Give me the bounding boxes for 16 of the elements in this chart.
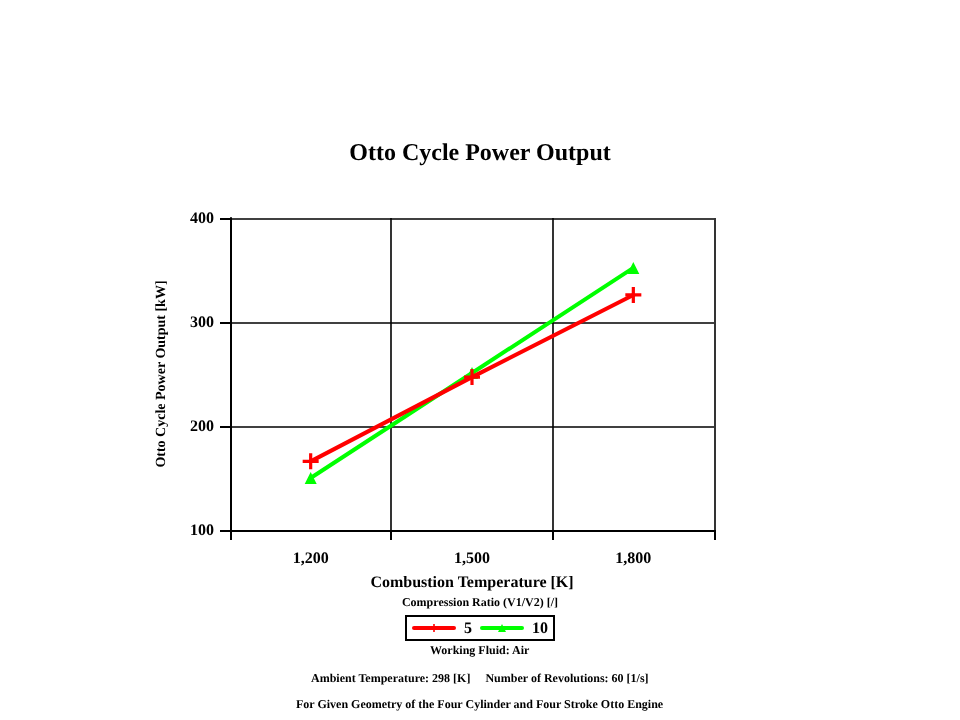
x-tick-label: 1,800 xyxy=(615,549,652,567)
y-tick-label: 100 xyxy=(190,521,214,539)
x-axis-title: Combustion Temperature [K] xyxy=(370,573,575,591)
legend-label: 5 xyxy=(464,619,472,637)
point xyxy=(464,369,480,386)
point xyxy=(627,261,640,274)
y-tick-label: 200 xyxy=(190,417,214,435)
point xyxy=(625,286,642,303)
y-tick-label: 400 xyxy=(190,209,214,227)
chart-title: Otto Cycle Power Output xyxy=(349,138,611,166)
point xyxy=(304,472,317,484)
legend-label: 10 xyxy=(532,619,548,637)
y-tick-label: 300 xyxy=(190,313,214,331)
x-tick-label: 1,200 xyxy=(292,549,329,567)
point xyxy=(302,453,319,470)
x-tick-label: 1,500 xyxy=(454,549,490,567)
